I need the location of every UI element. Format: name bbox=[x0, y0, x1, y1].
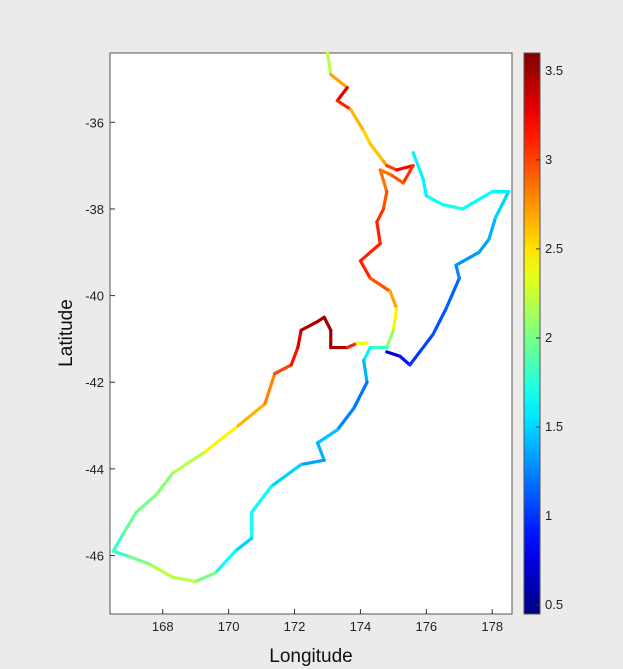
track-segment-0-52 bbox=[299, 319, 320, 332]
track-segment-1-10 bbox=[493, 190, 511, 220]
track-segment-0-36 bbox=[194, 571, 218, 584]
track-segment-1-5 bbox=[444, 276, 461, 311]
track-segment-0-8 bbox=[385, 164, 399, 172]
track-segment-0-41 bbox=[111, 532, 125, 553]
x-tick-label: 172 bbox=[284, 619, 306, 634]
x-tick-label: 176 bbox=[415, 619, 437, 634]
track-segment-0-15 bbox=[375, 207, 386, 224]
x-tick-label: 178 bbox=[481, 619, 503, 634]
track-segment-0-19 bbox=[368, 276, 392, 293]
track-segment-0-49 bbox=[273, 363, 293, 376]
y-tick-label: -46 bbox=[85, 549, 104, 564]
track-segment-0-2 bbox=[335, 86, 349, 103]
track-segment-0-4 bbox=[348, 107, 366, 133]
track-segment-0-1 bbox=[329, 73, 349, 90]
y-axis-ticks: -36 -38 -40 -42 -44 -46 bbox=[85, 115, 115, 564]
track-segment-1-8 bbox=[477, 237, 491, 254]
track-segment-0-38 bbox=[147, 562, 175, 579]
track-segment-0-46 bbox=[203, 423, 241, 454]
track-segment-0-28 bbox=[315, 428, 339, 445]
y-tick-label: -44 bbox=[85, 462, 104, 477]
track-segment-0-57 bbox=[345, 341, 359, 350]
track-segment-0-35 bbox=[213, 549, 237, 575]
y-tick-label: -42 bbox=[85, 375, 104, 390]
track-segment-0-27 bbox=[335, 406, 356, 432]
y-tick-label: -36 bbox=[85, 115, 104, 130]
x-axis-label: Longitude bbox=[269, 646, 352, 667]
track-segment-0-11 bbox=[388, 172, 405, 185]
y-axis-label: Latitude bbox=[56, 299, 77, 367]
x-tick-label: 174 bbox=[350, 619, 372, 634]
colorbar-ticks: 0.5 1 1.5 2 2.5 3 3.5 bbox=[536, 63, 563, 612]
track-segment-0-31 bbox=[269, 462, 303, 488]
colorbar-tick-label: 3.5 bbox=[545, 63, 563, 78]
plot-area bbox=[109, 52, 513, 615]
track-segment-0-5 bbox=[362, 129, 372, 146]
track-segment-1-9 bbox=[487, 216, 498, 241]
track-segment-0-3 bbox=[335, 99, 353, 111]
track-segment-0-42 bbox=[121, 510, 138, 536]
track-segment-0-13 bbox=[378, 168, 389, 194]
track-segment-0-47 bbox=[236, 402, 267, 428]
track-segment-1-0 bbox=[385, 350, 402, 358]
track-segment-0-51 bbox=[296, 328, 303, 350]
track-segment-0-54 bbox=[322, 315, 333, 332]
track-segment-0-29 bbox=[315, 441, 326, 462]
track-segment-0-14 bbox=[381, 190, 389, 211]
track-segment-0-50 bbox=[289, 345, 300, 367]
track-segment-0-21 bbox=[391, 306, 399, 332]
track-segment-1-7 bbox=[454, 250, 481, 267]
track-segment-0-10 bbox=[401, 164, 415, 185]
track-segment-1-12 bbox=[460, 190, 494, 211]
track-segment-0-48 bbox=[263, 371, 277, 406]
track-segment-1-13 bbox=[441, 203, 465, 211]
colorbar bbox=[523, 52, 541, 615]
track-segment-0-39 bbox=[124, 553, 152, 566]
track-segment-0-45 bbox=[171, 449, 208, 475]
track-segment-1-16 bbox=[411, 151, 425, 181]
track-segment-1-1 bbox=[398, 354, 412, 367]
track-segment-1-15 bbox=[421, 177, 428, 198]
track-segment-0-18 bbox=[358, 259, 372, 280]
y-tick-label: -40 bbox=[85, 289, 104, 304]
coastline-tracks bbox=[111, 51, 511, 584]
track-segment-0-26 bbox=[352, 380, 369, 410]
track-segment-1-3 bbox=[418, 332, 435, 354]
track-segment-0-30 bbox=[299, 458, 326, 467]
track-segment-0-32 bbox=[250, 484, 274, 514]
x-tick-label: 170 bbox=[218, 619, 240, 634]
track-segment-0-25 bbox=[362, 358, 369, 384]
track-segment-0-17 bbox=[358, 242, 382, 263]
track-segment-0-16 bbox=[375, 220, 382, 246]
colorbar-tick-label: 1 bbox=[545, 508, 552, 523]
x-axis-ticks: 168 170 172 174 176 178 bbox=[152, 609, 503, 634]
track-segment-0-6 bbox=[368, 142, 386, 163]
y-tick-label: -38 bbox=[85, 202, 104, 217]
x-tick-label: 168 bbox=[152, 619, 174, 634]
track-segment-1-6 bbox=[454, 263, 461, 280]
track-segment-0-44 bbox=[154, 471, 175, 497]
track-segment-0-20 bbox=[388, 289, 399, 311]
track-segment-0-34 bbox=[233, 536, 254, 553]
track-segment-0-43 bbox=[134, 493, 158, 514]
track-segment-1-2 bbox=[408, 350, 422, 367]
track-segment-0-22 bbox=[385, 328, 395, 350]
track-segment-0-0 bbox=[325, 51, 333, 77]
colorbar-tick-label: 0.5 bbox=[545, 597, 563, 612]
colorbar-tick-label: 2.5 bbox=[545, 241, 563, 256]
track-segment-1-4 bbox=[431, 306, 448, 337]
colorbar-tick-label: 3 bbox=[545, 152, 552, 167]
colorbar-tick-label: 1.5 bbox=[545, 419, 563, 434]
track-segment-1-14 bbox=[424, 194, 445, 207]
track-segment-0-24 bbox=[362, 345, 372, 363]
track-segment-0-37 bbox=[171, 575, 198, 584]
track-segment-0-9 bbox=[395, 164, 415, 172]
colorbar-tick-label: 2 bbox=[545, 330, 552, 345]
track-segment-0-40 bbox=[111, 549, 129, 558]
